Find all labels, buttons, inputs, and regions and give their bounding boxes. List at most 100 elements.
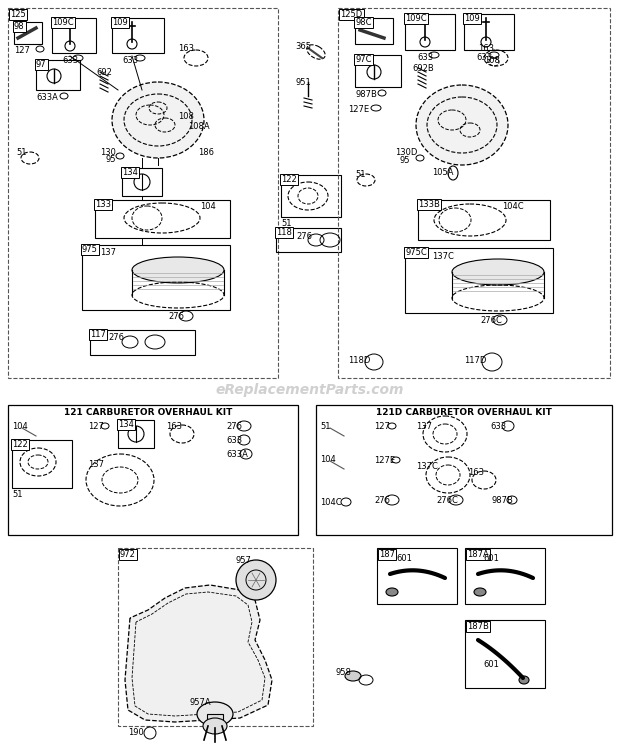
Text: 130: 130 [100, 148, 116, 157]
Text: 957A: 957A [190, 698, 211, 707]
Bar [118, 548, 313, 726]
Text: 51: 51 [355, 170, 366, 179]
Bar [405, 248, 553, 313]
Text: 187: 187 [379, 550, 395, 559]
Text: 108: 108 [484, 56, 500, 65]
Text: 104C: 104C [502, 202, 524, 211]
Text: 108: 108 [178, 112, 194, 121]
Text: 104C: 104C [320, 498, 342, 507]
Text: 137C: 137C [416, 462, 438, 471]
Text: 133B: 133B [418, 200, 440, 209]
Text: 118: 118 [276, 228, 292, 237]
Bar [36, 60, 80, 90]
Text: 190: 190 [128, 728, 144, 737]
Bar [8, 8, 278, 378]
Text: 163: 163 [178, 44, 194, 53]
Text: 97C: 97C [355, 55, 371, 64]
Ellipse shape [474, 588, 486, 596]
Bar [418, 200, 550, 240]
Bar [8, 405, 298, 535]
Text: 957: 957 [236, 556, 252, 565]
Bar [355, 55, 401, 87]
Text: 692: 692 [96, 68, 112, 77]
Text: 951: 951 [295, 78, 311, 87]
Text: 109C: 109C [405, 14, 427, 23]
Text: 137: 137 [100, 248, 116, 257]
Text: 276: 276 [226, 422, 242, 431]
Text: 121D CARBURETOR OVERHAUL KIT: 121D CARBURETOR OVERHAUL KIT [376, 408, 552, 417]
Bar [112, 18, 164, 53]
Bar [316, 405, 612, 535]
Text: 633: 633 [62, 56, 78, 65]
Text: 633: 633 [490, 422, 506, 431]
Text: 633: 633 [476, 53, 492, 62]
Bar [355, 18, 393, 44]
Ellipse shape [203, 718, 227, 734]
Text: 987B: 987B [492, 496, 514, 505]
Text: 98C: 98C [355, 18, 371, 27]
Ellipse shape [197, 702, 233, 726]
Text: 601: 601 [483, 554, 499, 563]
Text: 276: 276 [374, 496, 390, 505]
Text: 601: 601 [483, 660, 499, 669]
Text: 127E: 127E [348, 105, 369, 114]
Bar [118, 420, 154, 448]
Text: 972: 972 [120, 550, 136, 559]
Bar [122, 168, 162, 196]
Bar [82, 245, 230, 310]
Text: 51: 51 [320, 422, 330, 431]
Text: 187A: 187A [467, 550, 489, 559]
Text: 127: 127 [374, 422, 390, 431]
Text: 276: 276 [108, 333, 124, 342]
Text: 633A: 633A [36, 93, 58, 102]
Text: 276C: 276C [436, 496, 458, 505]
Text: 51: 51 [12, 490, 22, 499]
Bar [14, 22, 42, 44]
Text: 365: 365 [295, 42, 311, 51]
Text: 276C: 276C [480, 316, 502, 325]
Bar [52, 18, 96, 53]
Ellipse shape [386, 588, 398, 596]
Text: 601: 601 [396, 554, 412, 563]
Text: 633: 633 [122, 56, 138, 65]
Text: 987B: 987B [355, 90, 377, 99]
Text: 137C: 137C [432, 252, 454, 261]
Text: 109: 109 [112, 18, 128, 27]
Text: 958: 958 [336, 668, 352, 677]
Bar [281, 175, 341, 217]
Text: 187B: 187B [467, 622, 489, 631]
Bar [12, 440, 72, 488]
Text: 163: 163 [166, 422, 182, 431]
Bar [377, 548, 457, 604]
Text: 104: 104 [200, 202, 216, 211]
Text: 104: 104 [12, 422, 28, 431]
Text: 276: 276 [168, 312, 184, 321]
Bar [207, 714, 223, 726]
Bar [276, 228, 341, 252]
Text: 134: 134 [122, 168, 138, 177]
Bar [338, 8, 610, 378]
Text: 127: 127 [88, 422, 104, 431]
Text: 108A: 108A [188, 122, 210, 131]
Bar [90, 330, 195, 355]
Text: 109: 109 [464, 14, 480, 23]
Text: 98: 98 [14, 22, 25, 31]
Text: 117: 117 [90, 330, 106, 339]
Bar [465, 620, 545, 688]
Bar [405, 14, 455, 50]
Bar [465, 548, 545, 604]
Ellipse shape [132, 257, 224, 283]
Text: 105A: 105A [432, 168, 453, 177]
Text: 127E: 127E [374, 456, 395, 465]
Ellipse shape [112, 82, 204, 158]
Text: 163: 163 [478, 44, 494, 53]
Text: 51: 51 [16, 148, 27, 157]
Text: 134: 134 [118, 420, 134, 429]
Text: 137: 137 [416, 422, 432, 431]
Ellipse shape [345, 671, 361, 681]
Text: 633A: 633A [226, 450, 248, 459]
Text: 117D: 117D [464, 356, 486, 365]
Text: 97: 97 [36, 60, 46, 69]
Text: 975C: 975C [405, 248, 427, 257]
Text: 692B: 692B [412, 64, 434, 73]
